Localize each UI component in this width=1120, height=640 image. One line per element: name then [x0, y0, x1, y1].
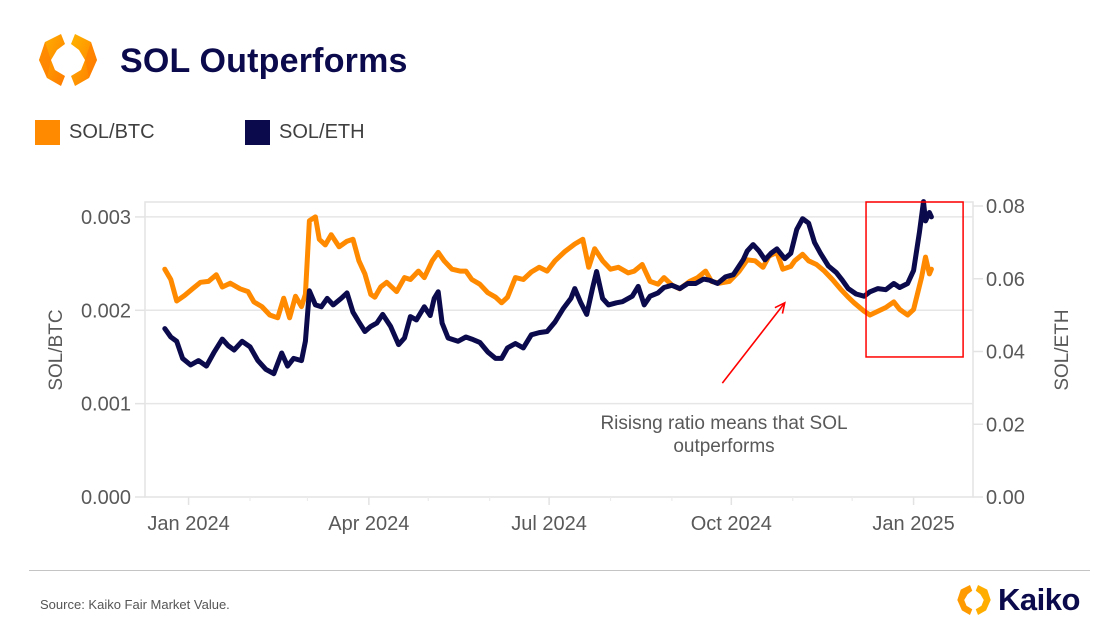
y-tick-label: 0.001 — [81, 394, 131, 416]
x-tick-label: Jan 2025 — [872, 513, 954, 535]
legend-label: SOL/ETH — [279, 121, 365, 143]
y2-tick-label: 0.02 — [986, 414, 1025, 436]
series-line-sol-btc — [162, 214, 934, 321]
series-line-sol-eth — [162, 199, 934, 377]
annotation-text: outperforms — [673, 436, 774, 457]
y-axis-left-title: SOL/BTC — [46, 309, 67, 390]
legend-item-sol-btc[interactable]: SOL/BTC — [35, 120, 155, 145]
line-chart: Jan 2024 Apr 2024 Jul 2024 Oct 2024 Jan 2025… — [46, 196, 1073, 535]
y2-tick-label: 0.00 — [986, 487, 1025, 509]
legend-label: SOL/BTC — [69, 121, 155, 143]
x-tick-label: Jan 2024 — [147, 513, 229, 535]
gridlines — [145, 216, 973, 405]
legend-swatch-sol-eth — [245, 120, 270, 145]
y-tick-label: 0.003 — [81, 207, 131, 229]
kaiko-hexagon-icon — [955, 582, 993, 618]
highlight-box — [865, 201, 964, 358]
legend-swatch-sol-btc — [35, 120, 60, 145]
annotation-text: Risisng ratio means that SOL — [600, 413, 847, 434]
annotation-arrow — [721, 302, 786, 384]
source-note: Source: Kaiko Fair Market Value. — [40, 597, 230, 612]
x-axis: Jan 2024 Apr 2024 Jul 2024 Oct 2024 Jan 2025 — [147, 497, 955, 535]
y-axis-right: 0.00 0.02 0.04 0.06 0.08 — [973, 196, 1025, 509]
x-tick-label: Jul 2024 — [511, 513, 587, 535]
plot-area — [144, 201, 974, 498]
y2-tick-label: 0.06 — [986, 269, 1025, 291]
y-axis-left: 0.000 0.001 0.002 0.003 — [81, 207, 145, 509]
chart-title: SOL Outperforms — [120, 42, 408, 80]
y2-tick-label: 0.04 — [986, 342, 1025, 364]
brand-logo: Kaiko — [955, 582, 1080, 618]
x-tick-label: Apr 2024 — [328, 513, 409, 535]
brand-name: Kaiko — [998, 582, 1080, 617]
kaiko-logo-icon — [35, 30, 101, 90]
y-axis-right-title: SOL/ETH — [1052, 309, 1073, 390]
y-tick-label: 0.000 — [81, 487, 131, 509]
footer-divider — [29, 570, 1090, 571]
arrow-head-icon — [774, 301, 786, 314]
y-tick-label: 0.002 — [81, 300, 131, 322]
x-tick-label: Oct 2024 — [691, 513, 772, 535]
y2-tick-label: 0.08 — [986, 196, 1025, 218]
legend-item-sol-eth[interactable]: SOL/ETH — [245, 120, 365, 145]
series-group — [162, 199, 934, 377]
